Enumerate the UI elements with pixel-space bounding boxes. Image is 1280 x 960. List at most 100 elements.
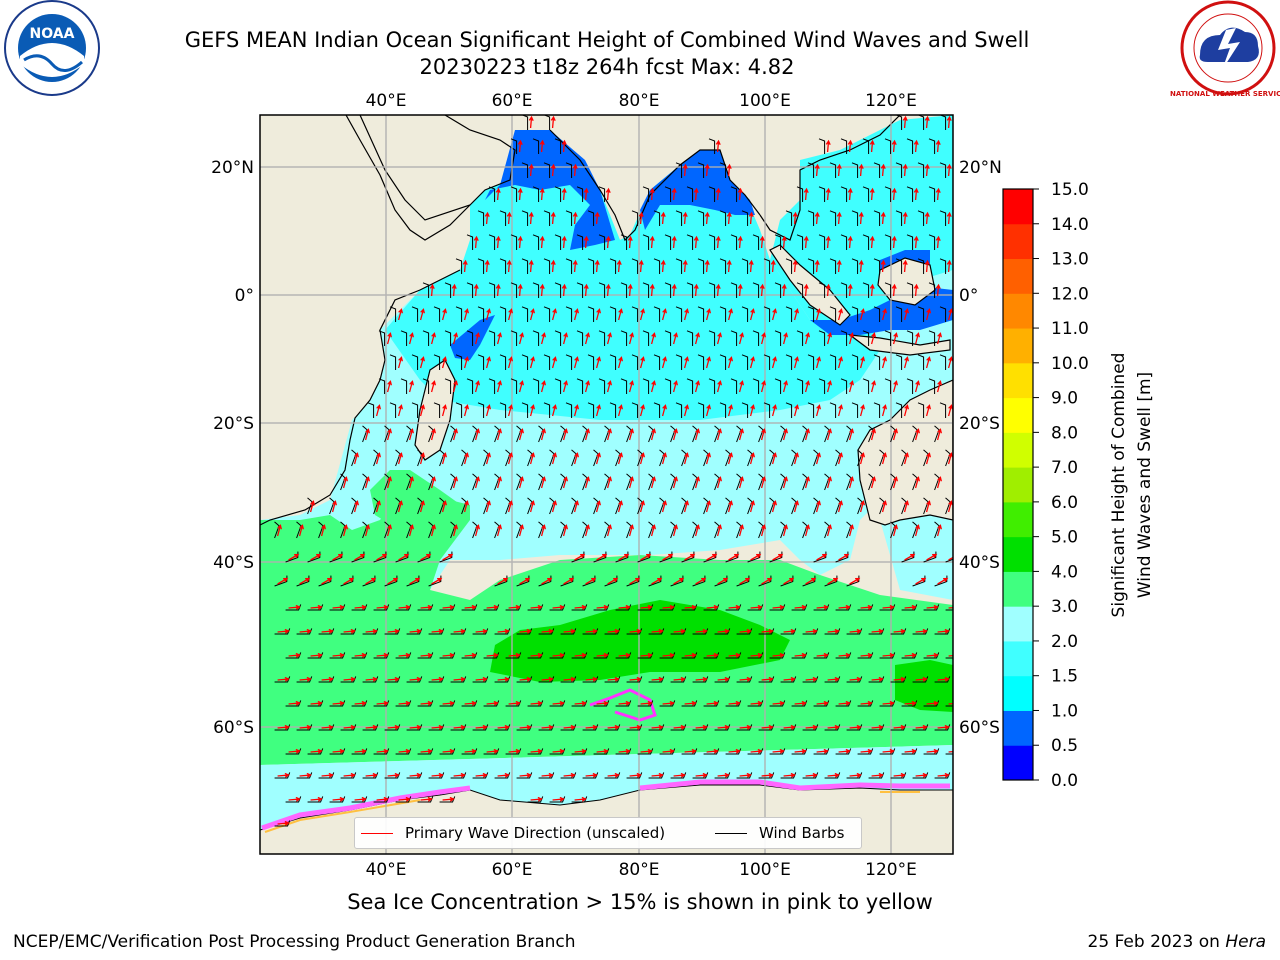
wind-barb	[890, 628, 907, 635]
wave-direction-arrow	[728, 553, 740, 561]
wave-direction-arrow	[672, 380, 679, 393]
wave-direction-arrow	[354, 748, 367, 754]
wave-direction-arrow	[739, 676, 752, 682]
wave-direction-arrow	[606, 380, 613, 393]
wave-direction-arrow	[650, 524, 657, 537]
wind-barb	[571, 551, 585, 563]
wind-barb	[571, 796, 588, 803]
wind-barb	[417, 700, 434, 707]
sea-ice-edge	[261, 779, 950, 831]
wave-direction-arrow	[881, 404, 888, 417]
wave-direction-arrow	[376, 796, 389, 802]
wind-barb	[510, 378, 518, 394]
wave-direction-arrow	[660, 211, 666, 225]
wave-direction-arrow	[694, 380, 701, 393]
wind-barb	[747, 748, 764, 755]
wave-direction-arrow	[803, 187, 809, 201]
wind-barb	[780, 575, 794, 587]
wave-direction-arrow	[452, 524, 459, 537]
wind-barb	[648, 473, 654, 491]
wind-barb	[499, 258, 507, 274]
wind-barb	[824, 473, 830, 491]
wave-direction-arrow	[321, 577, 333, 585]
wind-barb	[725, 652, 742, 659]
wind-barb	[274, 676, 291, 683]
wave-direction-arrow	[739, 577, 751, 585]
wave-direction-arrow	[947, 500, 953, 513]
wind-barb	[510, 186, 518, 202]
right-tick-0: 0°	[959, 286, 978, 306]
wave-direction-arrow	[772, 748, 785, 754]
wave-direction-arrow	[453, 724, 466, 730]
wave-direction-arrow	[893, 676, 906, 682]
wind-barb	[560, 473, 566, 491]
wave-direction-arrow	[880, 211, 886, 225]
wave-direction-arrow	[376, 553, 388, 561]
wave-direction-arrow	[539, 283, 545, 297]
wave-direction-arrow	[815, 356, 822, 369]
wind-barb	[505, 700, 522, 707]
wave-direction-arrow	[595, 452, 602, 465]
wave-direction-arrow	[803, 283, 809, 297]
wave-direction-arrow	[750, 604, 763, 610]
wave-direction-arrow	[585, 772, 598, 778]
colorbar-segment	[1003, 467, 1033, 503]
wave-direction-arrow	[364, 476, 371, 489]
legend-swatch-red	[361, 833, 393, 834]
wind-barb	[417, 497, 423, 515]
wind-barb	[411, 354, 419, 370]
wave-direction-arrow	[915, 724, 928, 730]
wave-direction-arrow	[585, 676, 598, 682]
wind-barb	[917, 354, 925, 370]
wind-barb	[488, 234, 496, 250]
colorbar-tick-label: 5.0	[1051, 528, 1078, 548]
wind-barb	[703, 449, 709, 467]
wave-direction-arrow	[519, 676, 532, 682]
wind-barb	[785, 354, 793, 370]
wave-direction-arrow	[464, 748, 477, 754]
wave-direction-arrow	[925, 500, 932, 513]
wave-direction-arrow	[672, 524, 679, 537]
wind-barb	[879, 604, 896, 611]
wave-direction-arrow	[541, 676, 554, 682]
wind-barb	[444, 378, 452, 394]
wind-barb	[945, 753, 953, 755]
wave-direction-arrow	[541, 577, 553, 585]
wave-direction-arrow	[925, 356, 932, 369]
wind-barb	[901, 449, 907, 467]
wind-barb	[719, 354, 727, 370]
wave-direction-arrow	[343, 628, 356, 634]
wave-direction-arrow	[726, 211, 732, 225]
wind-barb	[780, 676, 797, 683]
wind-barb	[593, 652, 610, 659]
wind-barb	[637, 449, 643, 467]
wave-direction-arrow	[529, 404, 536, 417]
wave-direction-arrow	[496, 380, 503, 393]
wind-barb	[840, 378, 848, 394]
wave-direction-arrow	[891, 283, 897, 297]
wave-direction-arrow	[793, 308, 800, 321]
wind-barb	[549, 700, 566, 707]
wind-barb	[802, 628, 819, 635]
wind-barb	[681, 449, 687, 467]
wind-barb	[466, 378, 474, 394]
wind-barb	[862, 330, 870, 346]
wave-direction-arrow	[826, 524, 833, 537]
wind-barb	[796, 282, 804, 298]
wave-direction-arrow	[849, 772, 862, 778]
wave-direction-arrow	[794, 700, 807, 706]
wind-barb	[565, 402, 573, 418]
bottom-tick-120e: 120°E	[865, 860, 917, 880]
wave-direction-arrow	[882, 652, 895, 658]
wind-barb	[340, 724, 357, 731]
wind-barb	[384, 676, 401, 683]
wind-barb	[945, 497, 951, 515]
wave-direction-arrow	[573, 452, 580, 465]
wave-direction-arrow	[838, 652, 851, 658]
wave-direction-arrow	[452, 332, 459, 345]
wind-barb	[527, 497, 533, 515]
wind-barb	[851, 306, 859, 322]
wind-barb	[516, 676, 533, 683]
wind-barb	[466, 234, 474, 250]
wind-barb	[730, 186, 738, 202]
